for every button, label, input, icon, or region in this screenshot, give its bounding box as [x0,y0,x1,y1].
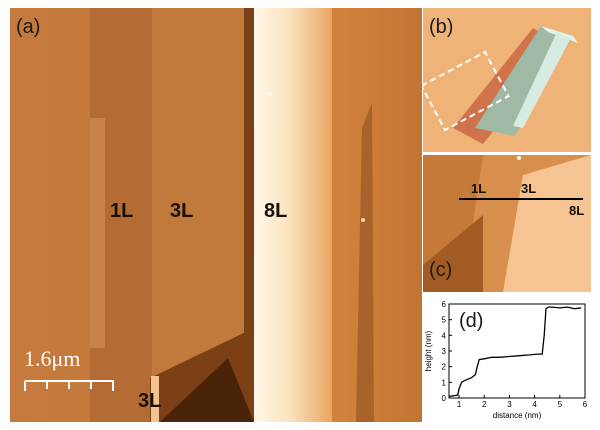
x-tick-label: 6 [583,400,588,409]
y-tick-label: 4 [442,331,447,340]
y-tick-label: 3 [442,347,447,356]
panel-b-label: (b) [429,16,454,38]
x-tick-label: 1 [457,400,462,409]
panel-a-afm-image: (a) 1L 3L 8L 3L 1.6μm [10,8,422,422]
panel-a-label: (a) [16,16,41,38]
layer-label-1l: 1L [110,200,134,222]
panel-b-optical-image: (b) [423,8,591,152]
x-tick-label: 2 [482,400,487,409]
height-profile-chart: 1 2 3 4 5 6 0 1 2 3 4 5 6 distance (nm) height (nm) [424,300,588,420]
panel-a-afm-svg [10,8,422,422]
particle [517,156,521,160]
panel-d-label: (d) [459,310,484,332]
x-tick-label: 5 [558,400,563,409]
panel-c-label: (c) [429,259,453,281]
region-8l [503,155,591,292]
particle [267,91,273,97]
step-edge [244,8,254,422]
panel-c-afm-image: 1L 3L 8L (c) [423,155,591,292]
fold-dark [423,215,483,292]
y-tick-label: 1 [442,378,447,387]
right-region [332,8,422,422]
particle [361,218,365,222]
fold-highlight [151,376,159,422]
y-tick-label: 0 [442,394,447,403]
layer-label-3l: 3L [170,200,194,222]
panel-c-layer-3l: 3L [521,181,537,196]
layer-label-3l-bottom: 3L [138,390,162,412]
flake-highlight [513,32,571,128]
layer-8l-region [254,8,332,422]
y-tick-label: 6 [442,300,447,309]
y-tick-label: 2 [442,363,447,372]
dark-wedge [356,103,374,422]
panel-c-svg [423,155,591,292]
fold-region [90,118,105,348]
panel-c-layer-8l: 8L [569,203,585,218]
fold-mid [160,358,254,422]
x-tick-label: 4 [532,400,537,409]
x-tick-label: 3 [507,400,512,409]
panel-d-chart: 1 2 3 4 5 6 0 1 2 3 4 5 6 distance (nm) height (nm) (d… [423,294,591,426]
height-profile-line [448,306,582,398]
y-tick-label: 5 [442,316,447,325]
panel-b-svg [423,8,591,152]
panel-c-layer-1l: 1L [471,181,487,196]
scale-bar [24,380,114,391]
x-axis-label: distance (nm) [493,411,542,420]
scale-bar-label: 1.6μm [24,346,81,371]
layer-label-8l: 8L [264,200,288,222]
y-axis-label: height (nm) [424,330,433,371]
